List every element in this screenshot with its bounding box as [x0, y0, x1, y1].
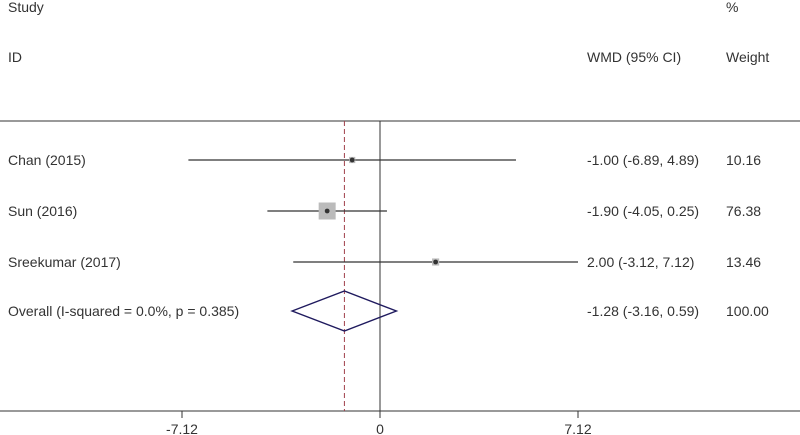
id-header: ID [8, 49, 22, 65]
effect-ci-text: -1.00 (-6.89, 4.89) [587, 152, 699, 168]
weight-text: 76.38 [726, 203, 761, 219]
point-estimate [433, 259, 439, 265]
overall-ci-text: -1.28 (-3.16, 0.59) [587, 303, 699, 319]
study-row: Chan (2015) -1.00 (-6.89, 4.89) 10.16 [8, 152, 761, 168]
weight-percent-header: % [726, 0, 738, 15]
point-estimate [324, 208, 330, 214]
weight-header: Weight [726, 49, 769, 65]
weight-text: 10.16 [726, 152, 761, 168]
overall-diamond [290, 290, 399, 332]
tick-label: -7.12 [166, 421, 198, 435]
study-rows: Chan (2015) -1.00 (-6.89, 4.89) 10.16 Sun (… [8, 152, 761, 270]
overall-label: Overall (I-squared = 0.0%, p = 0.385) [8, 303, 239, 319]
study-label: Chan (2015) [8, 152, 86, 168]
overall-weight-text: 100.00 [726, 303, 769, 319]
effect-ci-text: -1.90 (-4.05, 0.25) [587, 203, 699, 219]
study-header: Study [8, 0, 44, 15]
study-row: Sun (2016) -1.90 (-4.05, 0.25) 76.38 [8, 202, 761, 220]
effect-header: WMD (95% CI) [587, 49, 681, 65]
effect-ci-text: 2.00 (-3.12, 7.12) [587, 254, 694, 270]
overall-row: Overall (I-squared = 0.0%, p = 0.385) -1.… [8, 290, 769, 332]
point-estimate [349, 157, 355, 163]
x-axis-ticks: -7.12 0 7.12 [166, 411, 592, 435]
weight-text: 13.46 [726, 254, 761, 270]
tick-label: 0 [376, 421, 384, 435]
tick-label: 7.12 [564, 421, 591, 435]
study-label: Sun (2016) [8, 203, 77, 219]
study-row: Sreekumar (2017) 2.00 (-3.12, 7.12) 13.46 [8, 254, 761, 270]
study-label: Sreekumar (2017) [8, 254, 121, 270]
